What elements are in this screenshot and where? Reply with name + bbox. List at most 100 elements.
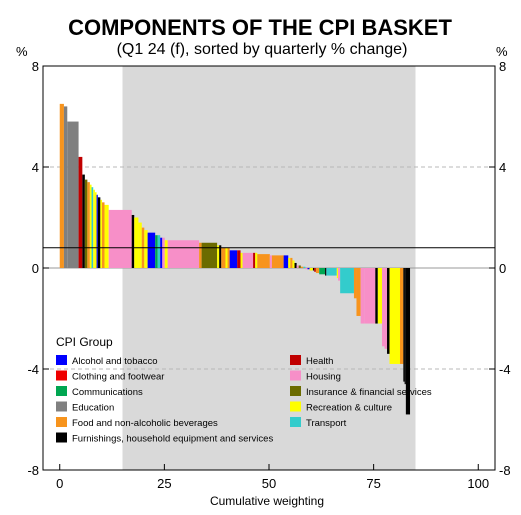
bar [300,266,304,268]
bar [405,268,411,415]
legend-title: CPI Group [56,335,113,349]
y-tick-label-right: 4 [499,160,506,175]
bar [225,247,228,268]
bar [219,245,222,268]
bar [389,268,400,364]
y-tick-label-right: 0 [499,261,506,276]
x-tick-label: 25 [157,476,171,491]
legend-swatch [290,417,301,427]
bar [63,106,68,269]
bar [67,121,79,268]
y-tick-label-left: 4 [32,160,39,175]
y-tick-label-right: -8 [499,463,511,478]
bar [84,179,88,268]
bar [384,268,388,349]
bar [307,268,310,270]
bar [201,242,218,268]
bar [399,268,404,364]
bar [155,235,158,268]
bar [144,230,148,268]
bar [164,240,168,268]
bar [283,255,289,268]
y-tick-label-left: 0 [32,261,39,276]
legend-label: Furnishings, household equipment and ser… [72,434,273,445]
bar [255,252,258,268]
bar [221,247,226,268]
bar [138,222,142,268]
legend-swatch [290,401,301,412]
bar [314,268,316,272]
bar [326,268,337,276]
bar [312,268,315,271]
bar [131,214,135,268]
bar [78,156,83,268]
bar [290,257,293,268]
y-tick-label-left: -4 [27,362,39,377]
bar [336,268,339,279]
bar [294,262,297,268]
bar [257,254,270,268]
bar [404,268,406,385]
legend-label: Health [306,356,333,367]
y-axis-unit-left: % [16,44,28,59]
legend-label: Alcohol and tobacco [72,356,158,367]
legend-swatch [56,432,67,443]
legend-label: Clothing and footwear [72,372,164,383]
bar [104,204,109,268]
y-tick-label-left: -8 [27,463,39,478]
bar [242,252,254,268]
chart-subtitle: (Q1 24 (f), sorted by quarterly % change… [117,41,408,58]
bar [271,255,284,268]
bar [375,268,378,324]
bar [108,209,132,268]
bar [217,245,220,268]
legend-swatch [56,417,67,427]
bar [288,257,291,268]
bar [237,250,241,268]
legend-swatch [56,355,67,365]
y-axis-unit-right: % [496,44,508,59]
bar [91,187,94,268]
bar [292,260,295,268]
legend-swatch [56,401,67,412]
bar [100,199,103,268]
bar [94,192,97,268]
y-tick-label-left: 8 [32,59,39,74]
bar [377,268,382,324]
bar [298,265,301,268]
bar [269,255,272,268]
bar [89,184,92,268]
chart-title: COMPONENTS OF THE CPI BASKET [68,15,452,40]
plot-area: -8 -8 -4 -4 0 0 4 4 8 8 0 25 50 75 100 [27,59,510,491]
bar [96,194,98,268]
x-tick-label: 0 [56,476,63,491]
x-tick-label: 50 [262,476,276,491]
bar-series [59,103,411,415]
bar [134,217,139,268]
bar [227,247,230,268]
bar [59,103,64,268]
bar [253,252,256,268]
bar [162,237,165,268]
bar [296,265,299,268]
bar [102,202,105,268]
bar [325,268,327,276]
legend-swatch [56,370,67,381]
legend-label: Communications [72,387,143,398]
bar [353,268,357,299]
legend-label: Insurance & financial services [306,387,432,398]
bar [167,240,200,268]
legend-swatch [290,386,301,396]
legend-label: Education [72,403,114,414]
bar [82,174,85,268]
bar [147,232,156,268]
bar [305,268,308,270]
x-tick-label: 100 [467,476,489,491]
bar [87,182,90,268]
y-tick-label-right: -4 [499,362,511,377]
x-tick-label: 75 [366,476,380,491]
legend-swatch [56,386,67,396]
bar [387,268,390,354]
